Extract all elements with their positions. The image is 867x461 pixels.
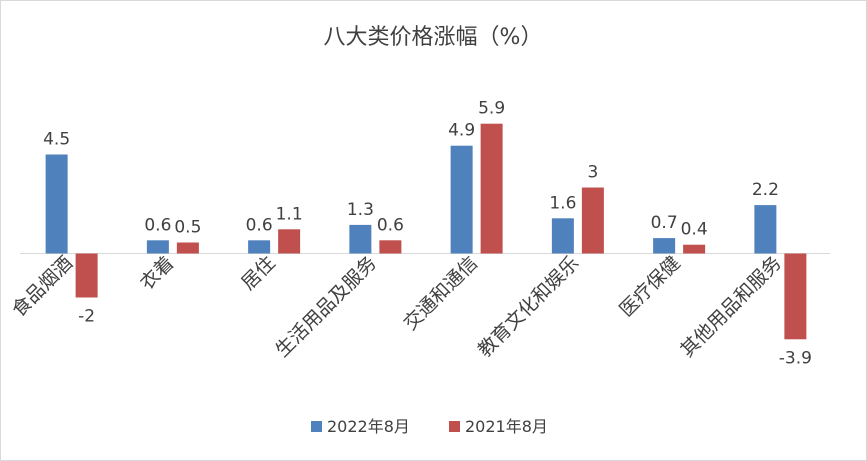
bar-2022-4 (450, 145, 473, 254)
data-label: 1.3 (347, 200, 374, 220)
data-label: 1.1 (276, 204, 303, 224)
bar-2021-5 (581, 187, 604, 254)
data-label: 0.6 (377, 215, 404, 235)
data-label: 5.9 (478, 99, 505, 119)
bar-2022-6 (653, 238, 676, 254)
legend-swatch (449, 421, 460, 432)
data-label: 0.5 (174, 218, 201, 238)
bar-2021-2 (278, 229, 301, 254)
data-label: 4.5 (43, 130, 70, 150)
data-label: -2 (78, 307, 95, 327)
data-label: 2.2 (752, 180, 779, 200)
bar-2021-7 (784, 253, 807, 340)
data-label: 0.6 (246, 215, 273, 235)
legend-label: 2021年8月 (465, 417, 548, 436)
data-label: 0.7 (651, 213, 678, 233)
legend: 2022年8月 2021年8月 (311, 417, 548, 436)
chart-title: 八大类价格涨幅（%） (324, 25, 543, 50)
bar-2022-1 (146, 240, 169, 254)
bar-2022-2 (248, 240, 271, 254)
data-label: 0.6 (144, 215, 171, 235)
data-label: 3 (587, 163, 598, 183)
bar-2022-3 (349, 224, 372, 254)
data-label: 4.9 (448, 121, 475, 141)
bar-2021-6 (683, 244, 706, 254)
bar-2022-7 (754, 205, 777, 254)
bar-2021-0 (75, 253, 98, 298)
bar-2021-1 (176, 242, 199, 254)
data-label: 1.6 (549, 193, 576, 213)
bar-2021-3 (379, 240, 402, 254)
legend-swatch (311, 421, 322, 432)
data-label: -3.9 (779, 348, 812, 368)
bar-2022-0 (45, 154, 68, 254)
data-label: 0.4 (681, 220, 708, 240)
bar-2021-4 (480, 123, 503, 254)
bar-2022-5 (551, 218, 574, 254)
legend-label: 2022年8月 (327, 417, 410, 436)
